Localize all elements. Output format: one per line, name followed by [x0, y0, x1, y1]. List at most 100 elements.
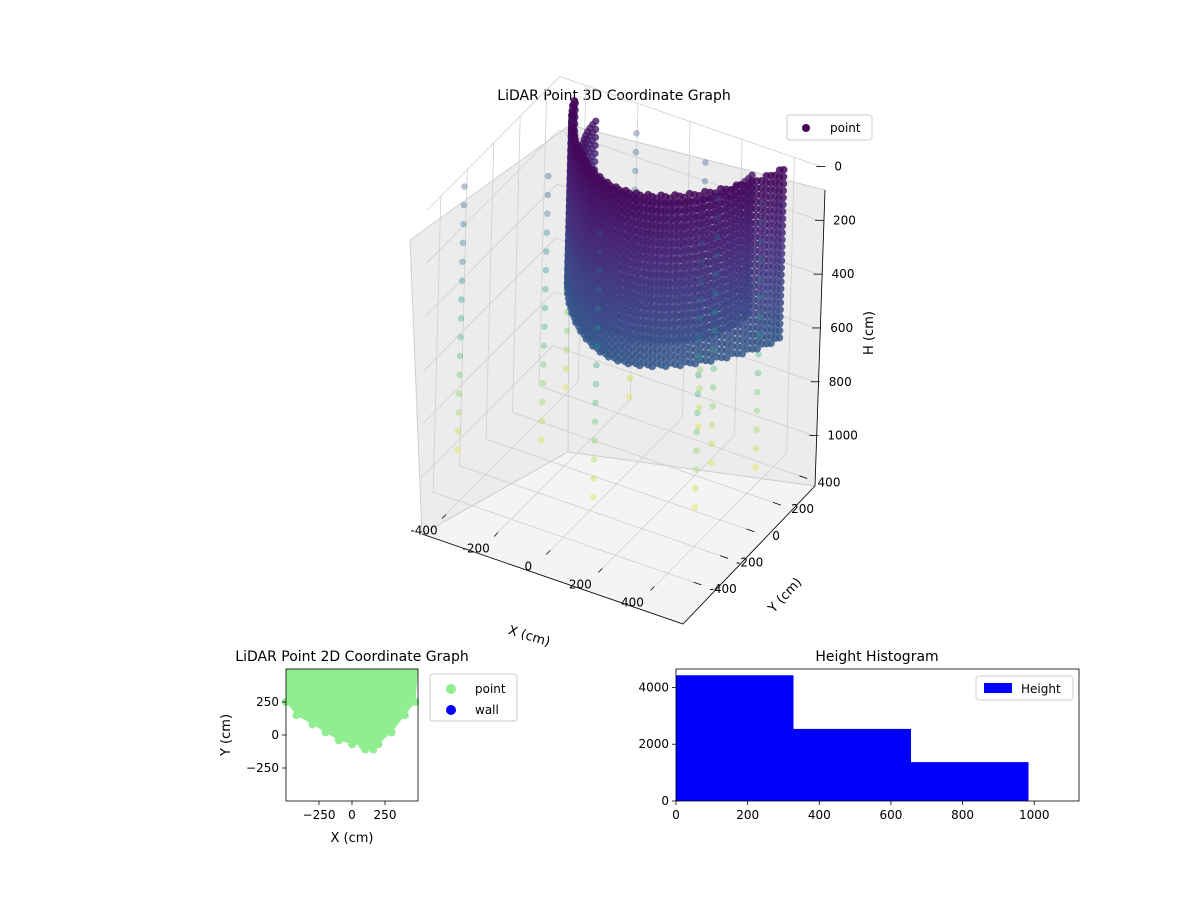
point-3d: [457, 315, 465, 322]
chart-3d: LiDAR Point 3D Coordinate Graph -400 -200…: [409, 76, 877, 650]
point-3d: [631, 224, 640, 233]
point-3d: [694, 409, 701, 417]
point-3d: [630, 252, 639, 261]
point-3d: [693, 428, 701, 436]
histogram-bar: [793, 728, 911, 801]
point-3d: [697, 277, 705, 285]
y-axis-label-2d: Y (cm): [219, 714, 234, 757]
point-2d: [374, 740, 383, 749]
point-3d: [631, 217, 640, 226]
point-3d: [696, 334, 703, 342]
point-3d: [629, 308, 638, 316]
point-3d: [630, 287, 638, 296]
histogram-title: Height Histogram: [815, 649, 938, 665]
grid-line-y: [432, 196, 442, 493]
x-axis-label-3d: X (cm): [506, 623, 552, 650]
point-3d: [596, 248, 603, 256]
point-3d: [629, 315, 638, 323]
x-tick-label-hist: 0: [672, 808, 680, 822]
point-3d: [589, 493, 597, 501]
point-3d: [753, 426, 760, 434]
point-3d: [461, 183, 468, 190]
x-tick-label-hist: 800: [951, 808, 974, 822]
point-3d: [458, 296, 465, 303]
point-3d: [692, 485, 699, 492]
legend-histogram: Height: [975, 675, 1074, 701]
point-3d: [590, 455, 598, 463]
point-3d: [632, 210, 640, 219]
point-3d: [713, 233, 721, 240]
x-tick-label-3d: 400: [621, 595, 644, 609]
point-3d: [596, 230, 604, 237]
point-3d: [541, 304, 549, 312]
point-3d: [692, 466, 700, 473]
point-3d: [629, 294, 638, 303]
point-3d: [758, 238, 765, 245]
point-3d: [540, 342, 548, 350]
point-3d: [628, 329, 637, 337]
legend-label-height: Height: [1021, 682, 1061, 696]
x-axis-label-2d: X (cm): [331, 831, 374, 846]
points-3d: [454, 97, 788, 511]
chart-2d-title: LiDAR Point 2D Coordinate Graph: [235, 649, 468, 665]
point-3d: [695, 404, 703, 411]
point-3d: [593, 361, 600, 369]
point-3d: [595, 267, 603, 275]
point-3d: [539, 379, 547, 387]
histogram-bar: [676, 675, 794, 801]
point-3d: [630, 280, 638, 289]
point-3d: [633, 130, 640, 137]
point-3d: [752, 445, 760, 452]
legend-label-wall-2d: wall: [475, 703, 499, 717]
legend-marker-point: [802, 124, 810, 132]
point-3d: [711, 327, 718, 335]
point-3d: [591, 418, 599, 426]
point-3d: [539, 398, 546, 406]
point-3d: [694, 390, 702, 398]
point-3d: [626, 393, 633, 401]
point-3d: [691, 503, 699, 511]
point-2d: [292, 711, 301, 720]
point-3d: [629, 322, 637, 330]
y-tick-label-hist: 2000: [638, 737, 669, 751]
point-3d: [457, 333, 464, 341]
point-3d: [709, 384, 717, 391]
point-3d: [542, 285, 549, 293]
point-3d: [698, 240, 706, 247]
y-tick-label-hist: 0: [661, 794, 669, 808]
point-3d: [696, 366, 704, 374]
x-tick-label-2d: −250: [303, 808, 336, 822]
legend-marker-point-2d: [446, 684, 456, 694]
z-tick-label-3d: 800: [829, 375, 852, 389]
point-2d: [308, 720, 317, 729]
y-tick-label-3d: 0: [772, 529, 780, 543]
point-3d: [456, 371, 463, 379]
point-3d: [540, 361, 547, 368]
point-3d: [628, 343, 637, 351]
legend-patch-height: [984, 683, 1012, 693]
point-3d: [759, 200, 766, 207]
point-3d: [695, 371, 702, 379]
point-3d: [695, 353, 703, 360]
x-tick-label-3d: -400: [410, 523, 437, 537]
point-3d: [456, 352, 464, 360]
y-axis-label-3d: Y (cm): [765, 575, 805, 617]
grid-line-y: [512, 412, 774, 503]
point-3d: [543, 229, 551, 236]
legend-3d: point: [786, 114, 873, 141]
point-3d: [714, 214, 721, 222]
y-tick-label-3d: 200: [791, 502, 814, 516]
point-3d: [712, 289, 719, 297]
point-3d: [757, 275, 764, 283]
point-3d: [713, 252, 720, 259]
z-tick-label-3d: 400: [832, 267, 855, 281]
x-tick-label-hist: 400: [808, 808, 831, 822]
chart-3d-title: LiDAR Point 3D Coordinate Graph: [497, 88, 730, 104]
chart-histogram: Height Histogram 0 200 400 600 800 1000 0 2000 4…: [638, 649, 1080, 822]
point-3d: [754, 388, 761, 396]
grid-line-y: [432, 491, 694, 583]
point-3d: [458, 277, 466, 285]
point-3d: [710, 346, 718, 354]
point-3d: [592, 380, 600, 388]
z-axis-label-3d: H (cm): [862, 311, 877, 355]
